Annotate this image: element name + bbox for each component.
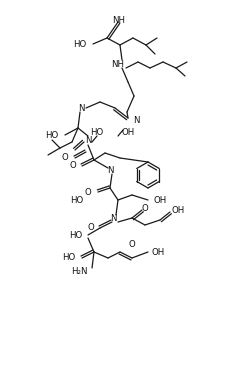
Text: N: N (106, 166, 113, 175)
Text: O: O (87, 223, 94, 231)
Text: N: N (132, 115, 139, 124)
Text: HO: HO (45, 131, 58, 139)
Text: HO: HO (61, 254, 75, 262)
Text: OH: OH (121, 128, 134, 137)
Text: O: O (69, 161, 76, 169)
Text: HO: HO (68, 231, 82, 239)
Text: HO: HO (69, 196, 83, 204)
Text: OH: OH (171, 206, 184, 214)
Text: N: N (77, 103, 84, 113)
Text: H₂N: H₂N (71, 268, 88, 276)
Text: OH: OH (151, 248, 164, 256)
Text: O: O (84, 187, 91, 197)
Text: O: O (141, 203, 148, 213)
Text: N: N (84, 135, 91, 145)
Text: NH: NH (112, 15, 125, 24)
Text: NH: NH (111, 59, 124, 69)
Text: O: O (61, 152, 68, 162)
Text: N: N (109, 214, 116, 223)
Text: HO: HO (72, 39, 86, 48)
Text: O: O (128, 239, 135, 248)
Text: HO: HO (90, 128, 103, 137)
Text: OH: OH (153, 196, 166, 204)
